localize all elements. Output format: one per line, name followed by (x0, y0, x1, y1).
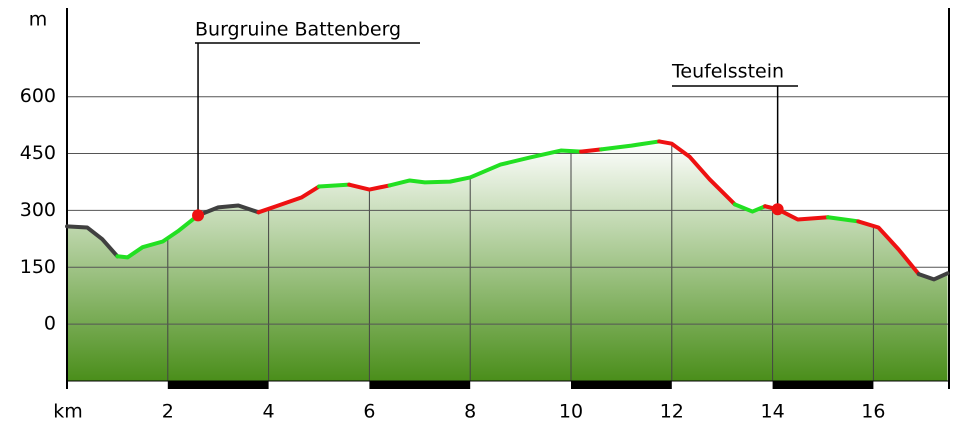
x-tick-label: 16 (861, 401, 885, 423)
elevation-line (599, 139, 662, 152)
x-tick-label: 12 (660, 401, 684, 423)
x-tick-label: 14 (761, 401, 785, 423)
y-tick-label: 150 (20, 256, 56, 278)
x-axis-label: km (53, 401, 83, 423)
x-tick-label: 2 (162, 401, 174, 423)
elevation-line (387, 148, 584, 188)
elevation-line (763, 204, 831, 222)
elevation-line (347, 182, 392, 192)
x-tick-label: 10 (559, 401, 583, 423)
km-band (167, 381, 269, 389)
elevation-line (916, 271, 950, 282)
km-band (369, 381, 471, 389)
annotation-label: Teufelsstein (671, 61, 784, 83)
y-tick-label: 600 (20, 85, 56, 107)
y-tick-label: 0 (44, 313, 56, 335)
elevation-line (826, 215, 861, 224)
elevation-line (579, 147, 604, 154)
x-tick-label: 4 (263, 401, 275, 423)
poi-marker (192, 209, 205, 222)
x-tick-label: 8 (464, 401, 476, 423)
annotation-label: Burgruine Battenberg (195, 19, 401, 41)
y-tick-label: 450 (20, 142, 56, 164)
km-band (571, 381, 672, 389)
poi-marker (771, 203, 784, 216)
elevation-line (256, 184, 321, 215)
elevation-line (856, 219, 921, 277)
elevation-line (317, 182, 352, 189)
elevation-line (196, 203, 261, 218)
y-axis-label: m (29, 9, 48, 31)
elevation-area (67, 141, 948, 381)
elevation-line (65, 224, 120, 259)
elevation-line (732, 202, 768, 214)
km-bands (167, 381, 874, 389)
elevation-line (657, 139, 737, 207)
elevation-line (115, 213, 201, 260)
x-tick-label: 6 (363, 401, 375, 423)
y-tick-label: 300 (20, 199, 56, 221)
km-band (772, 381, 874, 389)
